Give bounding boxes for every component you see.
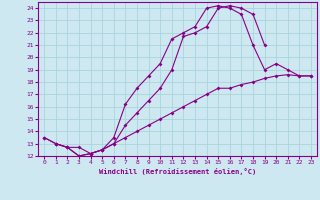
X-axis label: Windchill (Refroidissement éolien,°C): Windchill (Refroidissement éolien,°C) [99, 168, 256, 175]
